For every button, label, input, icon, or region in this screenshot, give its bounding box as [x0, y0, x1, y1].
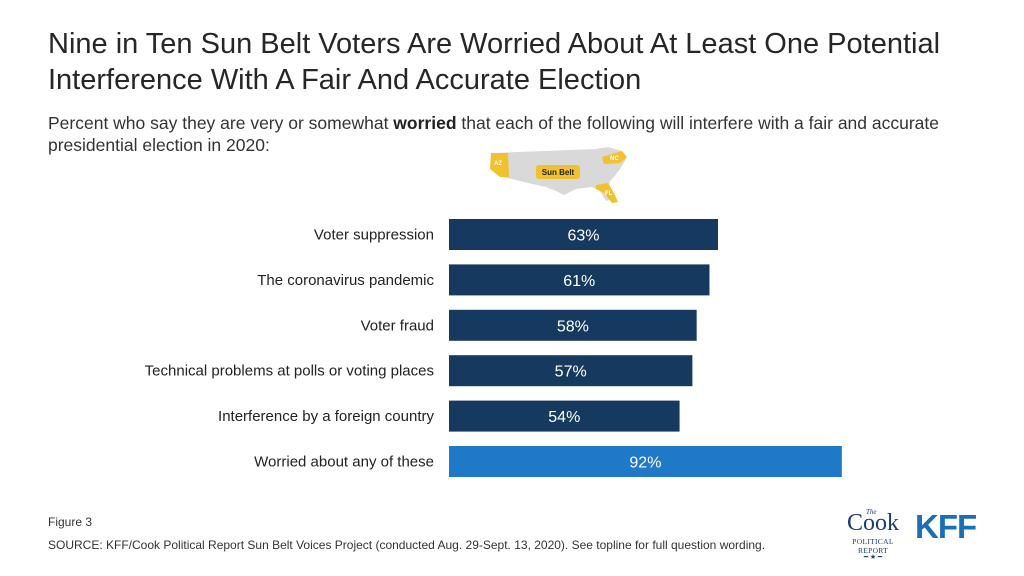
category-label: Technical problems at polls or voting pl… [145, 363, 434, 380]
map-state-az: AZ [494, 161, 502, 167]
bar [449, 355, 693, 387]
cook-logo-name: Cook [846, 510, 899, 536]
az-state-shape [490, 153, 509, 177]
nc-state-shape [602, 151, 627, 164]
bar [449, 264, 710, 296]
chart-title: Nine in Ten Sun Belt Voters Are Worried … [48, 28, 941, 96]
cook-political-report-logo: The Cook POLITICAL REPORT ━ ★ ━ [840, 508, 906, 561]
category-label: Interference by a foreign country [218, 408, 434, 425]
bar [449, 219, 719, 250]
cook-logo-the: The [866, 508, 877, 516]
map-label: Sun Belt [542, 168, 575, 177]
data-label: 92% [629, 455, 661, 472]
category-label: Worried about any of these [254, 454, 434, 471]
map-label-box [536, 165, 580, 179]
category-label: Voter suppression [314, 227, 434, 244]
cook-logo-sub: POLITICAL REPORT [852, 537, 894, 555]
source-note: SOURCE: KFF/Cook Political Report Sun Be… [48, 538, 766, 552]
subtitle-text-end: that each of the following will interfer… [48, 113, 939, 155]
bar [449, 400, 680, 432]
subtitle-bold-word: worried [393, 113, 457, 133]
bar [449, 309, 697, 341]
data-label: 57% [555, 364, 587, 381]
map-state-nc: NC [610, 156, 619, 162]
bar [449, 446, 842, 477]
sun-belt-map-icon: AZ NC FL Sun Belt [490, 147, 627, 203]
figure-number: Figure 3 [48, 515, 93, 529]
data-label: 58% [557, 318, 589, 335]
subtitle-text-start: Percent who say they are very or somewha… [48, 113, 394, 133]
fl-state-shape [596, 183, 618, 203]
category-label: The coronavirus pandemic [257, 272, 434, 289]
star-icon: ━ ★ ━ [863, 553, 883, 561]
category-label: Voter fraud [361, 317, 434, 334]
chart-subtitle: Percent who say they are very or somewha… [48, 112, 988, 156]
data-label: 54% [548, 409, 580, 426]
data-label: 61% [563, 273, 595, 290]
kff-logo: KFF [915, 508, 977, 545]
data-label: 63% [567, 228, 599, 245]
map-state-fl: FL [605, 191, 613, 197]
